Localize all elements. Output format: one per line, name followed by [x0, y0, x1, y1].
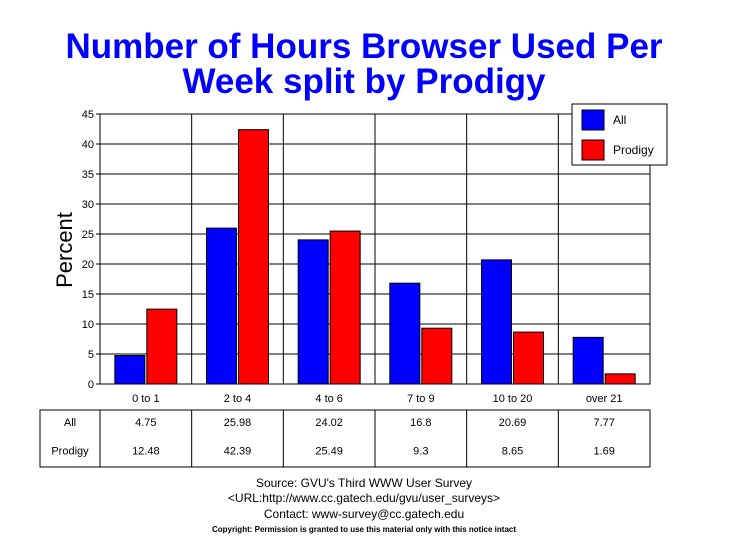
bar-all-2	[297, 239, 329, 385]
table-cell: 24.02	[315, 417, 343, 429]
legend: All Prodigy	[571, 103, 668, 166]
source-text: Source: GVU's Third WWW User Survey	[256, 476, 472, 490]
legend-label-all: All	[613, 113, 626, 127]
chart-title-line-1: Number of Hours Browser Used Per	[65, 27, 662, 66]
y-tick-label: 10	[82, 319, 94, 331]
x-tick-label: 0 to 1	[132, 393, 160, 405]
x-tick-label: 10 to 20	[493, 393, 533, 405]
table-cell: 8.65	[502, 446, 523, 458]
bars	[114, 129, 636, 385]
table-cell: 1.69	[593, 446, 614, 458]
y-tick-label: 0	[88, 379, 94, 391]
data-table: All 4.75 25.98 24.02 16.8 20.69 7.77 Prodigy 12.…	[39, 409, 651, 468]
table-cell: 7.77	[593, 417, 614, 429]
table-cell: 16.8	[410, 417, 431, 429]
y-tick-label: 40	[82, 139, 94, 151]
bar-prodigy-2	[329, 230, 361, 385]
bar-all-1	[206, 227, 237, 385]
y-tick-label: 20	[82, 259, 94, 271]
bar-all-5	[572, 336, 604, 385]
y-tick-label: 15	[82, 289, 94, 301]
chart-title-line-2: Week split by Prodigy	[182, 62, 546, 101]
grid	[99, 113, 651, 385]
legend-swatch-prodigy	[581, 139, 605, 161]
table-cell: 12.48	[132, 446, 160, 458]
x-tick-label: over 21	[586, 393, 623, 405]
table-cell: 4.75	[135, 417, 156, 429]
table-cell: 25.98	[224, 417, 252, 429]
source-url: <URL:http://www.cc.gatech.edu/gvu/user_s…	[228, 491, 500, 505]
table-row-label: All	[64, 417, 76, 429]
legend-swatch-all	[581, 109, 605, 131]
bar-prodigy-4	[513, 331, 544, 385]
y-tick-label: 35	[82, 169, 94, 181]
y-tick-label: 25	[82, 229, 94, 241]
x-axis-labels: 0 to 1 2 to 4 4 to 6 7 to 9 10 to 20 over 21	[132, 393, 622, 405]
y-axis: 0 5 10 15 20 25 30 35 40 45	[82, 109, 100, 391]
y-tick-label: 45	[82, 109, 94, 121]
bar-all-4	[481, 259, 512, 385]
y-tick-label: 30	[82, 199, 94, 211]
y-axis-label: Percent	[52, 212, 77, 288]
table-cell: 9.3	[413, 446, 428, 458]
bar-prodigy-1	[238, 129, 269, 385]
table-row-label: Prodigy	[51, 446, 89, 458]
x-tick-label: 4 to 6	[315, 393, 343, 405]
table-cell: 25.49	[315, 446, 343, 458]
bar-prodigy-5	[604, 373, 636, 385]
x-tick-label: 7 to 9	[407, 393, 435, 405]
bar-all-0	[114, 355, 146, 385]
table-cell: 20.69	[499, 417, 527, 429]
bar-all-3	[389, 282, 421, 385]
table-frame	[39, 409, 651, 468]
legend-label-prodigy: Prodigy	[613, 143, 654, 157]
copyright-text: Copyright: Permission is granted to use …	[212, 525, 516, 534]
bar-prodigy-3	[421, 327, 453, 385]
x-tick-label: 2 to 4	[224, 393, 252, 405]
table-cell: 42.39	[224, 446, 252, 458]
bar-prodigy-0	[146, 308, 178, 385]
y-tick-label: 5	[88, 349, 94, 361]
contact-text: Contact: www-survey@cc.gatech.edu	[264, 507, 464, 521]
